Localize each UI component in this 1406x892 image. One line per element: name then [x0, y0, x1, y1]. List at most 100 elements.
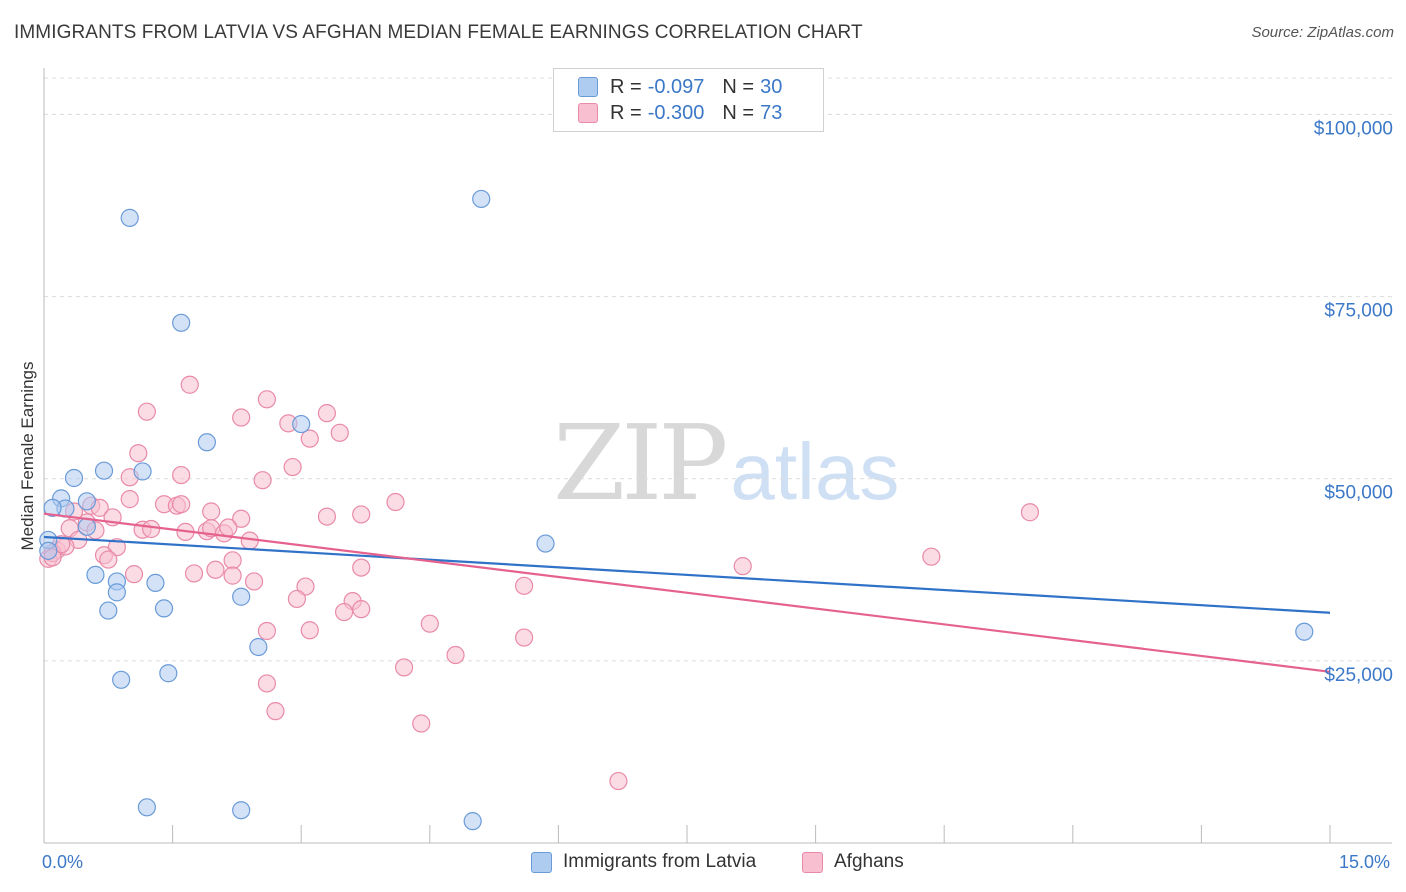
afghans-point: [283, 457, 302, 477]
afghans-point: [412, 714, 431, 733]
afghans-point: [334, 602, 354, 622]
watermark: ZIPatlas: [553, 402, 899, 524]
afghans-point: [223, 566, 242, 585]
afghans-point: [232, 408, 251, 427]
latvia-point: [197, 433, 216, 452]
r-label: R =: [610, 101, 642, 124]
afghans-point: [257, 674, 277, 693]
afghans-point: [352, 600, 371, 619]
afghans-point: [257, 621, 277, 641]
latvia-point: [463, 812, 482, 831]
y-tick-label: $50,000: [1324, 483, 1393, 504]
afghans-point: [266, 702, 285, 721]
latvia-swatch: [578, 77, 598, 97]
y-tick-label: $25,000: [1324, 665, 1393, 686]
legend-label-afghans: Afghans: [834, 851, 904, 872]
afghans-swatch: [578, 103, 598, 123]
n-value: 30: [760, 75, 783, 98]
afghans-point: [257, 390, 277, 409]
afghans-point: [352, 505, 371, 524]
n-label: N =: [722, 75, 755, 98]
afghans-point: [317, 404, 337, 423]
afghans-point: [446, 645, 465, 665]
latvia-point: [249, 637, 268, 657]
series-legend: Immigrants from Latvia Afghans: [0, 851, 1406, 879]
afghans-point: [300, 621, 319, 640]
afghans-point: [300, 429, 319, 448]
source-label: Source: ZipAtlas.com: [1251, 24, 1394, 41]
y-axis-label: Median Female Earnings: [18, 361, 37, 551]
latvia-point: [472, 189, 491, 209]
latvia-point: [77, 517, 96, 536]
afghans-point: [142, 519, 161, 539]
latvia-point: [120, 208, 139, 227]
afghans-point: [515, 628, 534, 647]
latvia-point: [232, 801, 251, 820]
grid-layer: [44, 77, 1392, 662]
afghans-point: [129, 444, 148, 463]
y-tick-label: $100,000: [1314, 118, 1393, 139]
afghans-point: [99, 550, 118, 569]
afghans-point: [296, 577, 315, 596]
afghans-point: [107, 538, 126, 557]
legend-item-afghans: Afghans: [802, 851, 904, 873]
n-label: N =: [722, 101, 755, 124]
afghans-point: [394, 658, 414, 677]
r-label: R =: [610, 75, 642, 98]
legend-label-latvia: Immigrants from Latvia: [563, 851, 757, 872]
latvia-point: [172, 313, 191, 332]
latvia-point: [77, 492, 96, 511]
latvia-point: [86, 565, 105, 584]
latvia-point: [39, 541, 58, 560]
n-value: 73: [760, 101, 783, 124]
latvia-point: [64, 468, 84, 488]
afghans-point: [287, 589, 307, 609]
latvia-point: [99, 601, 118, 620]
latvia-point: [292, 414, 311, 434]
latvia-swatch: [531, 851, 552, 873]
afghans-point: [330, 423, 349, 442]
r-value: -0.300: [647, 101, 705, 124]
latvia-point: [1295, 622, 1314, 641]
afghans-point: [232, 509, 251, 528]
afghans-point: [172, 465, 191, 485]
afghans-point: [922, 547, 941, 566]
afghans-point: [124, 565, 144, 584]
afghans-point: [386, 492, 405, 512]
afghans-trend-line: [43, 512, 1331, 673]
afghans-point: [172, 495, 191, 514]
latvia-point: [94, 461, 114, 480]
latvia-points: [39, 189, 1314, 831]
latvia-point: [133, 462, 152, 481]
chart-title: IMMIGRANTS FROM LATVIA VS AFGHAN MEDIAN …: [14, 22, 863, 43]
afghans-point: [184, 564, 204, 583]
latvia-point: [43, 498, 62, 517]
x-tick-label-min: 0.0%: [42, 852, 84, 872]
r-value: -0.097: [647, 75, 705, 98]
afghans-point: [733, 557, 752, 576]
latvia-trend-line: [43, 535, 1331, 614]
afghans-point: [317, 507, 337, 526]
trend-lines: [43, 512, 1331, 673]
watermark-atlas: atlas: [730, 427, 900, 516]
afghans-point: [219, 518, 238, 537]
legend-item-latvia: Immigrants from Latvia: [531, 851, 756, 873]
afghans-point: [352, 558, 371, 577]
latvia-point: [232, 587, 251, 606]
latvia-point: [146, 573, 165, 593]
legend-row-afghans: R = -0.300 N = 73: [578, 101, 782, 125]
afghans-point: [137, 402, 156, 421]
y-tick-label: $75,000: [1324, 301, 1393, 322]
afghans-point: [609, 771, 628, 791]
latvia-point: [137, 798, 156, 817]
latvia-point: [159, 664, 178, 683]
afghans-point: [120, 490, 139, 509]
afghans-swatch: [802, 851, 823, 873]
afghans-point: [223, 551, 242, 570]
afghans-point: [180, 375, 199, 394]
latvia-point: [154, 599, 174, 618]
latvia-point: [112, 670, 131, 689]
afghans-point: [206, 560, 225, 579]
afghans-points: [39, 375, 1040, 791]
